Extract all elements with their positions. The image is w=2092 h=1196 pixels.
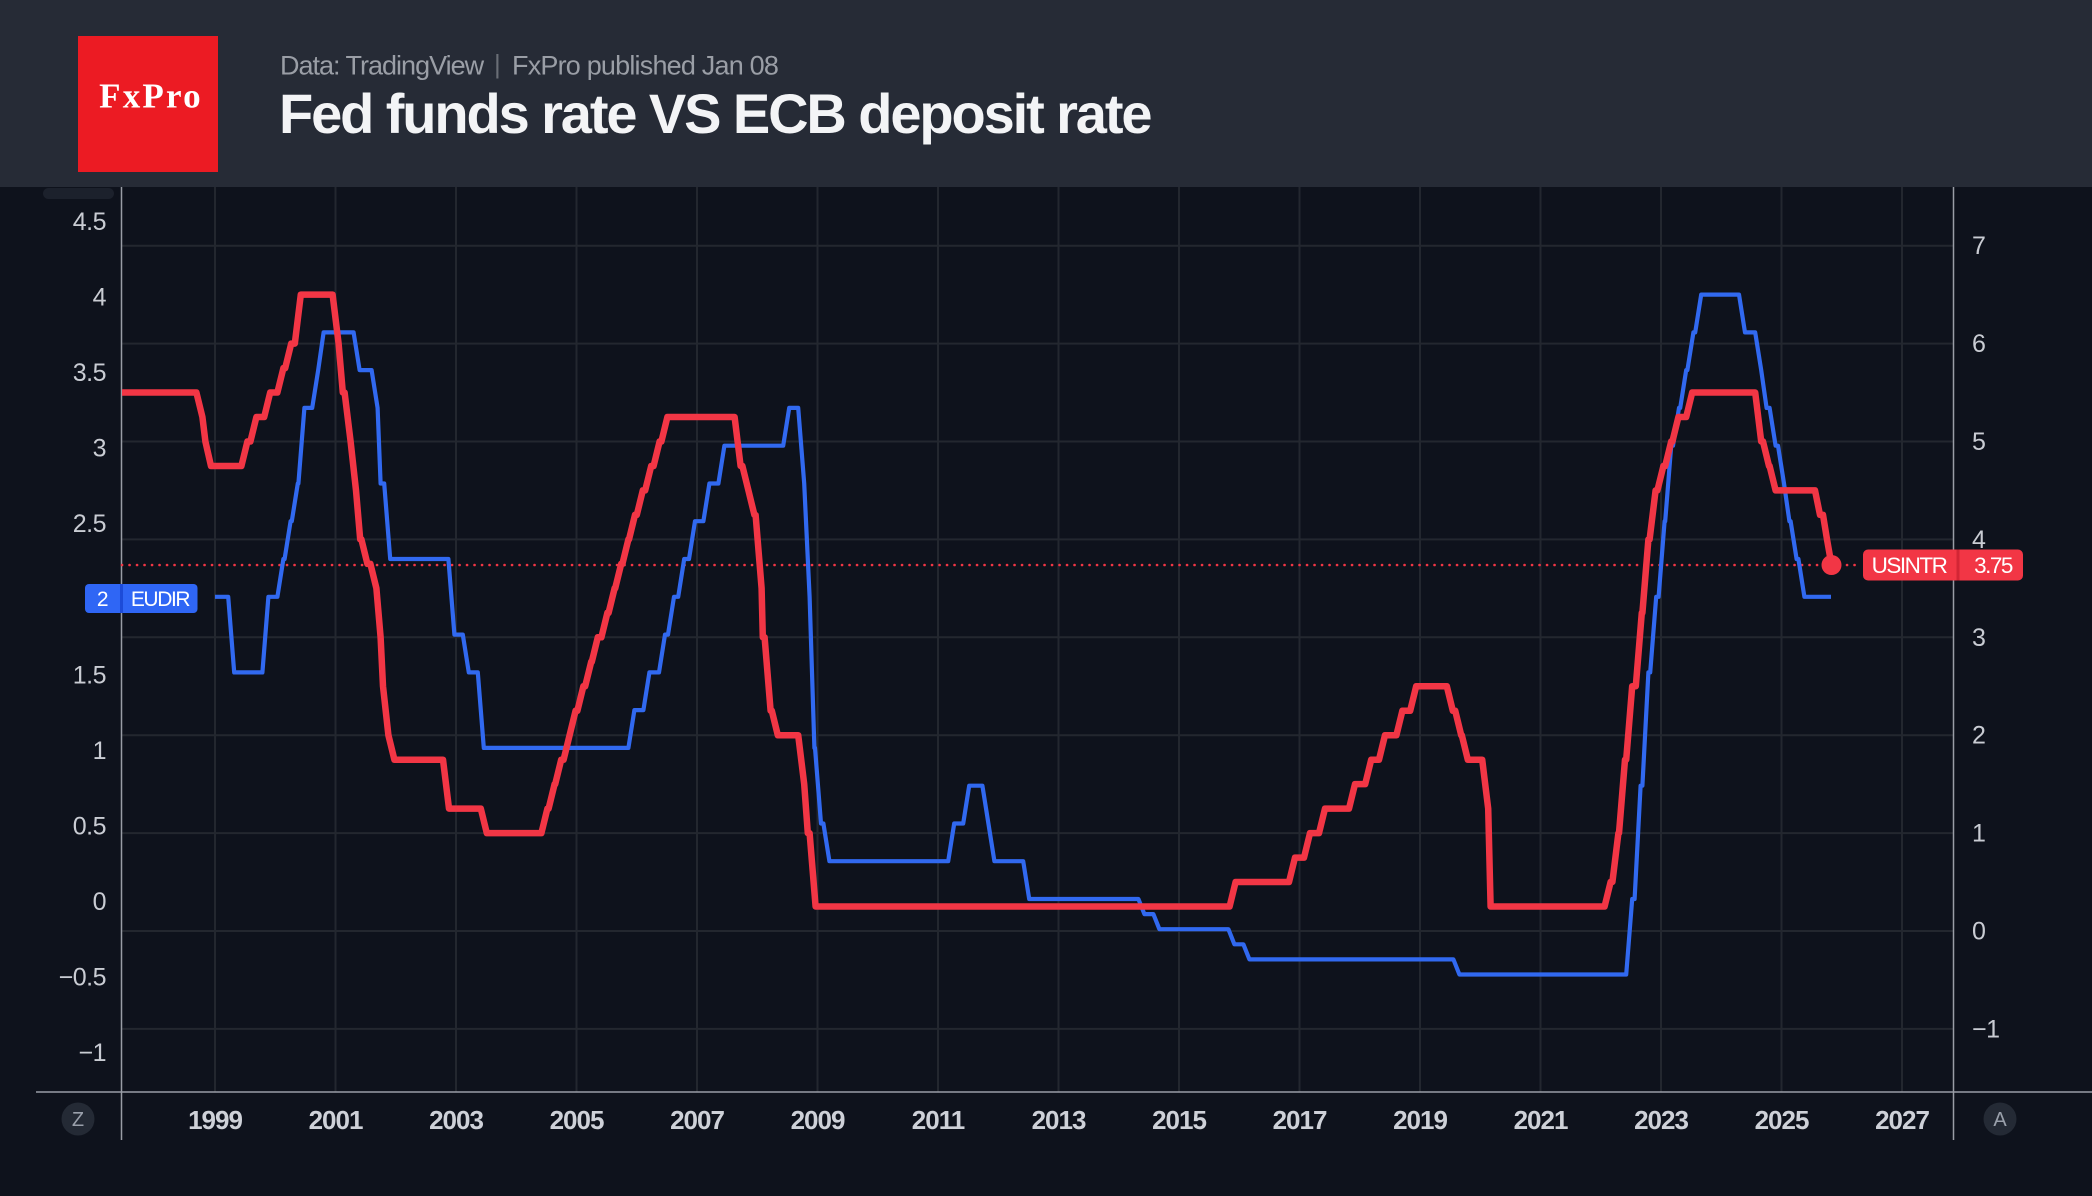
svg-text:4.5: 4.5 [73, 208, 106, 236]
svg-text:4: 4 [93, 284, 107, 312]
svg-text:FxPro: FxPro [99, 77, 203, 116]
svg-text:2009: 2009 [791, 1105, 845, 1135]
svg-text:3: 3 [93, 435, 106, 463]
svg-text:−1: −1 [78, 1039, 106, 1067]
svg-text:2.5: 2.5 [73, 510, 106, 538]
svg-text:1999: 1999 [188, 1105, 242, 1135]
svg-text:1: 1 [1972, 820, 1985, 848]
svg-text:3.5: 3.5 [73, 359, 106, 387]
svg-text:Data: TradingView: Data: TradingView [280, 51, 485, 81]
svg-text:7: 7 [1972, 232, 1985, 260]
svg-text:EUDIR: EUDIR [131, 588, 191, 611]
svg-text:2025: 2025 [1755, 1105, 1809, 1135]
svg-text:FxPro published Jan 08: FxPro published Jan 08 [512, 51, 778, 81]
svg-text:2023: 2023 [1634, 1105, 1688, 1135]
svg-text:3: 3 [1972, 624, 1985, 652]
svg-text:2011: 2011 [912, 1105, 965, 1135]
svg-text:A: A [1993, 1109, 2007, 1131]
svg-text:0.5: 0.5 [73, 813, 106, 841]
svg-text:4: 4 [1972, 526, 1986, 554]
svg-text:Z: Z [72, 1109, 84, 1131]
svg-text:−1: −1 [1972, 1015, 2000, 1043]
svg-text:2021: 2021 [1514, 1105, 1568, 1135]
svg-text:2027: 2027 [1875, 1105, 1929, 1135]
svg-text:3.75: 3.75 [1974, 553, 2013, 578]
svg-text:2: 2 [97, 588, 108, 611]
svg-text:0: 0 [93, 888, 106, 916]
svg-text:2007: 2007 [670, 1105, 724, 1135]
svg-text:−0.5: −0.5 [59, 964, 106, 992]
svg-text:|: | [494, 49, 501, 79]
svg-text:2001: 2001 [309, 1105, 363, 1135]
svg-text:1.5: 1.5 [73, 661, 106, 689]
svg-text:USINTR: USINTR [1872, 553, 1948, 578]
svg-text:6: 6 [1972, 330, 1985, 358]
svg-text:2003: 2003 [429, 1105, 483, 1135]
svg-text:0: 0 [1972, 918, 1985, 946]
svg-text:2015: 2015 [1152, 1105, 1206, 1135]
svg-text:5: 5 [1972, 428, 1985, 456]
svg-text:2017: 2017 [1273, 1105, 1327, 1135]
svg-text:Fed funds rate VS ECB deposit: Fed funds rate VS ECB deposit rate [279, 82, 1151, 145]
svg-text:2005: 2005 [550, 1105, 604, 1135]
svg-text:1: 1 [93, 737, 106, 765]
svg-text:2013: 2013 [1032, 1105, 1086, 1135]
svg-text:2: 2 [1972, 722, 1985, 750]
svg-text:2019: 2019 [1393, 1105, 1447, 1135]
